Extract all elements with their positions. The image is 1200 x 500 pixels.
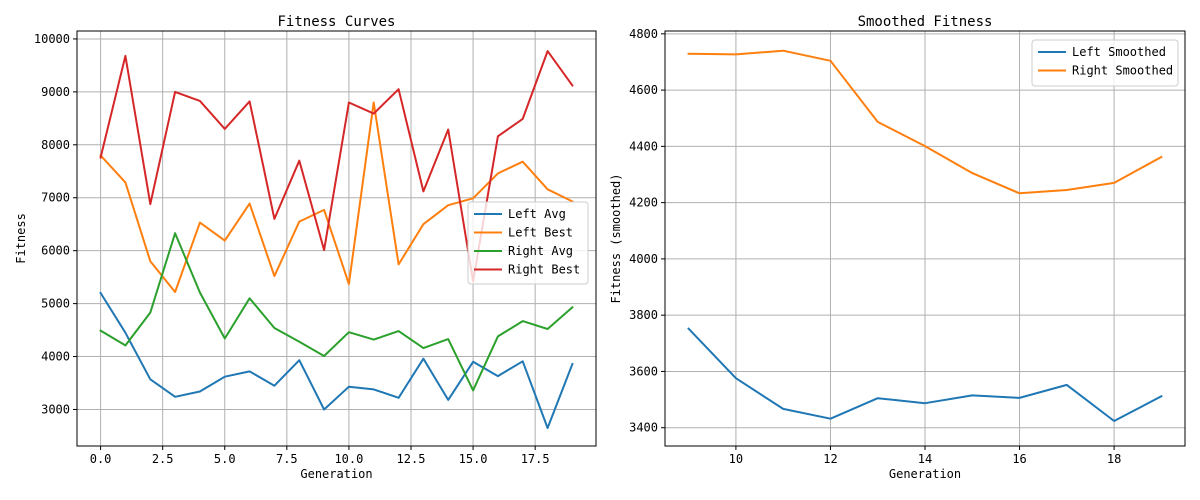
fitness-curves-panel: 0.0 2.5 5.0 7.5 10.0 12.5 15.0 17.5 3000 4000 5000… xyxy=(14,14,597,481)
x-axis-label: Generation xyxy=(889,467,961,481)
x-tick-label: 18 xyxy=(1107,452,1121,466)
x-tick-label: 12.5 xyxy=(397,452,426,466)
y-tick-label: 4400 xyxy=(629,139,658,153)
y-tick-label: 8000 xyxy=(41,138,70,152)
legend-label: Left Smoothed xyxy=(1072,45,1166,59)
x-tick-label: 12 xyxy=(823,452,837,466)
series-line-right-avg xyxy=(99,232,574,392)
x-tick-label: 10.0 xyxy=(334,452,363,466)
y-tick-label: 10000 xyxy=(34,32,70,46)
legend-label: Right Smoothed xyxy=(1072,64,1173,78)
y-tick-label: 6000 xyxy=(41,244,70,258)
smoothed-fitness-panel: 10 12 14 16 18 3400 3600 3800 4000 4200 4400 4600 48… xyxy=(609,14,1186,481)
y-tick-label: 4600 xyxy=(629,83,658,97)
x-tick-label: 0.0 xyxy=(90,452,112,466)
series-line-left-best xyxy=(99,101,574,293)
x-tick-label: 17.5 xyxy=(521,452,550,466)
y-tick-label: 3400 xyxy=(629,421,658,435)
x-tick-label: 10 xyxy=(729,452,743,466)
x-tick-label: 2.5 xyxy=(152,452,174,466)
series-line-right-best xyxy=(99,50,574,283)
x-tick-label: 5.0 xyxy=(214,452,236,466)
series-line-right-smoothed xyxy=(687,49,1163,195)
series-line-left-avg xyxy=(99,291,574,429)
y-tick-label: 4000 xyxy=(41,350,70,364)
legend-label: Right Avg xyxy=(508,244,573,258)
legend-label: Left Best xyxy=(508,226,573,240)
y-tick-label: 4000 xyxy=(629,252,658,266)
x-tick-label: 15.0 xyxy=(459,452,488,466)
y-tick-label: 7000 xyxy=(41,191,70,205)
legend-label: Left Avg xyxy=(508,207,566,221)
legend-box xyxy=(1031,39,1179,87)
y-tick-label: 3000 xyxy=(41,402,70,416)
legend-label: Right Best xyxy=(508,263,580,277)
y-tick-label: 5000 xyxy=(41,297,70,311)
legend: Left Smoothed Right Smoothed xyxy=(1031,39,1179,87)
chart-title: Fitness Curves xyxy=(277,14,395,30)
y-tick-label: 4200 xyxy=(629,196,658,210)
axes-frame xyxy=(76,30,597,447)
x-tick-label: 7.5 xyxy=(276,452,298,466)
x-axis-label: Generation xyxy=(300,467,372,481)
y-axis-label: Fitness xyxy=(14,213,28,264)
y-tick-label: 9000 xyxy=(41,85,70,99)
legend: Left Avg Left Best Right Avg Right Best xyxy=(467,201,589,285)
x-tick-label: 14 xyxy=(918,452,932,466)
chart-title: Smoothed Fitness xyxy=(858,14,993,30)
legend-box xyxy=(467,201,589,285)
y-tick-label: 4800 xyxy=(629,27,658,41)
y-axis-label: Fitness (smoothed) xyxy=(609,173,623,303)
y-tick-label: 3800 xyxy=(629,308,658,322)
x-tick-label: 16 xyxy=(1012,452,1026,466)
series-line-left-smoothed xyxy=(687,327,1163,422)
y-tick-label: 3600 xyxy=(629,364,658,378)
